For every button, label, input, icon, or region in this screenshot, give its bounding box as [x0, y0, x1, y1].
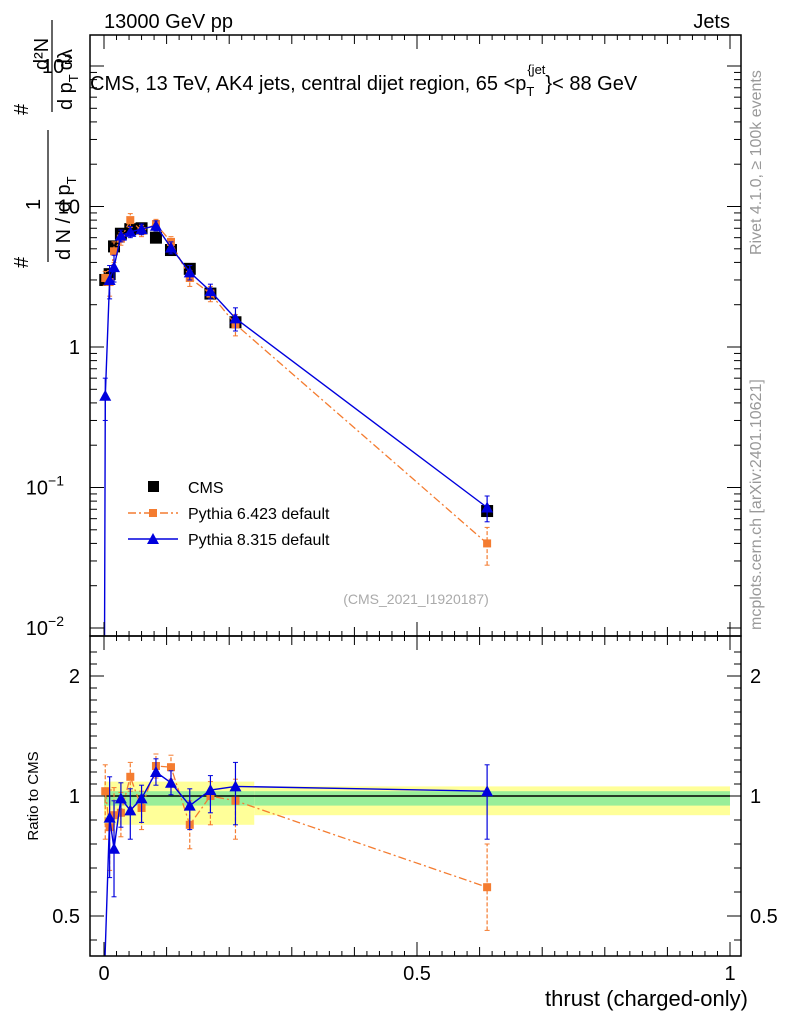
pythia8-main-point-6	[135, 223, 148, 235]
pythia8-ratio-point-3	[114, 792, 127, 804]
analysis-watermark: (CMS_2021_I1920187)	[343, 591, 489, 607]
ratio-ytick-label-left-1: 1	[69, 786, 80, 808]
pythia8-ratio-point-5	[135, 792, 148, 804]
legend-pythia8-label: Pythia 8.315 default	[188, 532, 330, 549]
main-ytick-label-2: 1	[69, 337, 80, 359]
plot-title-main: CMS, 13 TeV, AK4 jets, central dijet reg…	[90, 73, 526, 95]
pythia8-main-point-11	[229, 312, 242, 324]
mcplots-reference-label: mcplots.cern.ch [arXiv:2401.10621]	[748, 379, 765, 630]
pythia8-ratio-point-7	[164, 776, 177, 788]
pythia8-main-point-3	[108, 261, 121, 273]
pythia8-ratio-line	[104, 770, 488, 956]
pythia6-main-point-2	[110, 247, 119, 256]
pythia8-ratio-point-10	[229, 780, 242, 792]
pythia8-main-point-5	[124, 225, 137, 237]
pythia6-ratio-point-11	[483, 883, 492, 892]
header-jets-label: Jets	[693, 11, 730, 33]
pythia8-ratio-point-6	[149, 766, 162, 777]
ratio-ytick-label-left-0: 0.5	[52, 906, 80, 928]
pythia8-ratio-point-2	[108, 842, 121, 854]
pythia8-main-point-9	[183, 266, 196, 278]
header-energy-label: 13000 GeV pp	[104, 11, 233, 33]
ratio-xtick-label-1: 0.5	[403, 963, 431, 985]
main-ytick-label-1: 10−1	[26, 473, 64, 500]
rivet-version-label: Rivet 4.1.0, ≥ 100k events	[748, 70, 765, 255]
y-label-dn-dpt: d N / d pT	[53, 176, 79, 260]
legend-pythia8-marker	[147, 533, 159, 544]
pythia6-ratio-point-0	[101, 787, 110, 796]
plot-title-tail: }< 88 GeV	[545, 73, 637, 95]
main-ytick-label-3: 10	[58, 197, 80, 219]
pythia8-ratio-point-1	[103, 811, 116, 823]
legend-cms-marker	[148, 481, 159, 492]
cms-point-6	[149, 231, 162, 244]
main-panel: 10−2 10−1 1 10 102 CMS, 13 TeV, AK4 jets, ce…	[11, 20, 742, 640]
main-ytick-label-0: 10−2	[26, 613, 64, 640]
plot-title-sub: T	[526, 84, 534, 99]
pythia8-main-point-10	[204, 285, 217, 297]
pythia8-main-point-8	[164, 241, 177, 253]
pythia8-main-point-7	[149, 219, 162, 231]
pythia8-main-point-12	[481, 501, 494, 513]
ratio-ytick-label-right-0: 0.5	[750, 906, 778, 928]
y-label-d2n: d²N	[31, 38, 53, 70]
pythia6-main-point-11	[483, 539, 492, 548]
ratio-y-axis-label: Ratio to CMS	[25, 751, 42, 840]
legend: CMS Pythia 6.423 default Pythia 8.315 de…	[128, 480, 330, 549]
ratio-ytick-label-left-2: 2	[69, 666, 80, 688]
ratio-ytick-label-right-2: 2	[750, 666, 761, 688]
legend-pythia6-label: Pythia 6.423 default	[188, 506, 330, 523]
pythia8-main-point-4	[114, 229, 127, 241]
pythia8-ratio-point-8	[183, 799, 196, 811]
ratio-xtick-label-0: 0	[98, 963, 109, 985]
main-ytick-label-4: 102	[42, 51, 72, 78]
pythia8-ratio-point-9	[204, 784, 217, 795]
y-label-hash-1: #	[11, 256, 33, 268]
y-label-hash-2: #	[11, 103, 33, 115]
ratio-ytick-label-right-1: 1	[750, 786, 761, 808]
pythia8-ratio-point-4	[124, 804, 137, 816]
ratio-panel: 0 0.5 1 0.5 0.5 1 1 2 2 Ratio to CMS thrust (cha…	[25, 635, 778, 1011]
y-label-dpt-dlambda: d pTdλ	[55, 49, 81, 110]
y-axis-label: # 1 d N / d pT # d²N d pTdλ	[11, 20, 81, 268]
pythia6-main-point-4	[126, 216, 135, 225]
pythia6-ratio-point-4	[126, 772, 135, 781]
pythia8-main-point-1	[99, 389, 112, 401]
plot-title-sup: {jet	[527, 62, 545, 77]
x-axis-label: thrust (charged-only)	[545, 986, 748, 1011]
plot-title: CMS, 13 TeV, AK4 jets, central dijet reg…	[90, 62, 638, 99]
pythia8-ratio-point-11	[481, 785, 494, 797]
legend-cms-label: CMS	[188, 480, 224, 497]
y-label-one: 1	[23, 199, 45, 210]
legend-pythia6-marker	[149, 509, 157, 517]
pythia6-main-line	[104, 219, 488, 544]
ratio-band-green-1	[254, 791, 731, 806]
pythia6-ratio-line	[104, 765, 488, 888]
ratio-xtick-label-2: 1	[724, 963, 735, 985]
pythia6-ratio-point-7	[166, 763, 175, 772]
pythia6-main-point-0	[101, 273, 110, 282]
